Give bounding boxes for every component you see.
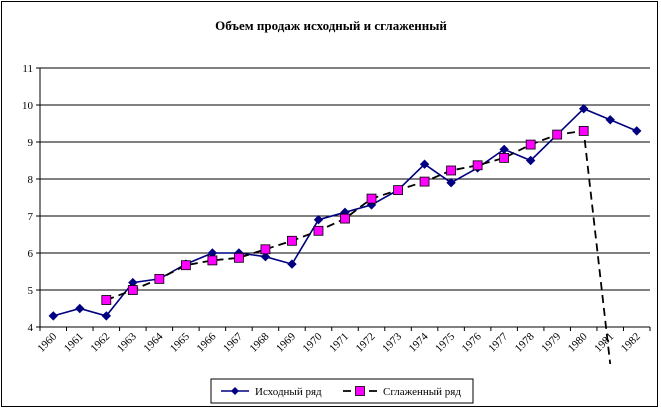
x-tick-label: 1967 xyxy=(221,330,245,354)
original-series-point xyxy=(101,311,112,321)
smoothed-series-point xyxy=(393,185,403,196)
x-tick-label: 1971 xyxy=(327,331,351,355)
smoothed-series-point xyxy=(287,235,297,246)
x-tick-label: 1969 xyxy=(274,330,298,354)
legend-label-smoothed: Сглаженный ряд xyxy=(383,386,461,398)
x-tick-label: 1966 xyxy=(194,330,218,354)
legend-marker-smoothed xyxy=(355,386,365,396)
y-tick-label: 5 xyxy=(28,285,34,297)
smoothed-series-point xyxy=(366,193,377,204)
x-tick-label: 1974 xyxy=(407,330,431,354)
original-series-point xyxy=(260,251,271,262)
smoothed-series-point xyxy=(552,129,563,140)
smoothed-series-point xyxy=(340,213,350,224)
smoothed-series-point xyxy=(260,244,271,255)
smoothed-series-point xyxy=(525,139,536,150)
smoothed-series-point xyxy=(207,255,218,266)
original-series-point xyxy=(75,303,85,314)
smoothed-series-point xyxy=(472,160,483,171)
smoothed-series-point xyxy=(127,285,138,295)
y-tick-label: 7 xyxy=(28,211,34,223)
original-series-point xyxy=(287,259,297,269)
original-series-point xyxy=(525,155,536,166)
x-tick-label: 1981 xyxy=(592,331,616,355)
original-series-point xyxy=(632,126,642,136)
x-tick-label: 1973 xyxy=(380,330,404,354)
y-tick-label: 6 xyxy=(28,248,34,260)
x-tick-label: 1965 xyxy=(168,330,192,354)
chart-title: Объем продаж исходный и сглаженный xyxy=(215,18,447,33)
y-tick-label: 11 xyxy=(22,63,33,75)
original-series-point xyxy=(419,159,430,169)
x-tick-label: 1970 xyxy=(301,330,325,354)
smoothed-series-point xyxy=(578,126,589,136)
smoothed-series-point xyxy=(499,153,510,163)
original-series-point xyxy=(313,214,324,225)
legend-label-original: Исходный ряд xyxy=(255,386,322,398)
x-tick-label: 1977 xyxy=(486,330,510,354)
x-tick-label: 1976 xyxy=(460,330,484,354)
x-tick-label: 1962 xyxy=(88,331,112,355)
x-tick-label: 1979 xyxy=(539,330,563,354)
x-tick-label: 1980 xyxy=(566,330,590,354)
y-tick-label: 10 xyxy=(22,100,34,112)
smoothed-series-point xyxy=(101,295,112,305)
smoothed-series-point xyxy=(154,273,165,284)
x-tick-label: 1978 xyxy=(513,330,537,354)
smoothed-series-point xyxy=(234,252,244,263)
x-tick-label: 1961 xyxy=(62,331,86,355)
original-series-point xyxy=(48,311,58,321)
smoothed-series-point xyxy=(180,260,191,271)
original-series-point xyxy=(446,177,456,188)
smoothed-series-point xyxy=(313,225,324,236)
y-tick-label: 9 xyxy=(28,137,34,149)
original-series-point xyxy=(578,103,589,114)
x-tick-label: 1963 xyxy=(115,330,139,354)
y-tick-label: 8 xyxy=(28,174,34,186)
smoothed-series-point xyxy=(446,165,456,176)
legend-marker-original xyxy=(231,387,239,395)
legend-box xyxy=(210,378,474,404)
smoothed-series-point xyxy=(419,176,430,187)
original-series-point xyxy=(605,115,615,125)
y-tick-label: 4 xyxy=(28,322,34,334)
x-tick-label: 1968 xyxy=(248,330,272,354)
legend: Исходный ряд Сглаженный ряд xyxy=(210,378,474,404)
x-tick-label: 1960 xyxy=(35,330,59,354)
x-tick-label: 1975 xyxy=(433,330,457,354)
x-tick-label: 1972 xyxy=(354,331,378,355)
x-tick-label: 1982 xyxy=(619,331,643,355)
x-tick-label: 1964 xyxy=(141,330,165,354)
